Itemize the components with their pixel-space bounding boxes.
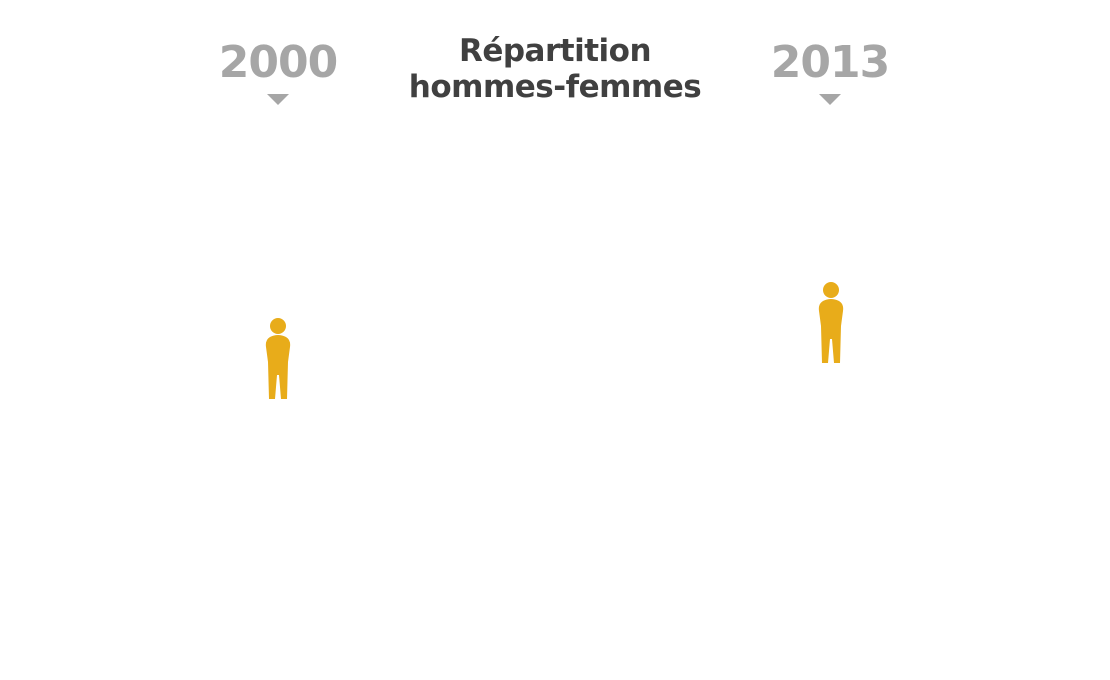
title-line-1: Répartition xyxy=(458,33,652,69)
person-icon xyxy=(816,281,846,365)
year-2013-header: 2013 xyxy=(750,36,910,105)
person-icon xyxy=(263,317,293,401)
caret-down-icon xyxy=(819,94,841,105)
caret-down-icon xyxy=(267,94,289,105)
page-title: Répartition hommes-femmes xyxy=(380,33,730,105)
title-line-2: hommes-femmes xyxy=(408,69,702,105)
year-2000-header: 2000 xyxy=(198,36,358,105)
year-2000-label: 2000 xyxy=(218,37,338,88)
year-2013-label: 2013 xyxy=(770,37,890,88)
